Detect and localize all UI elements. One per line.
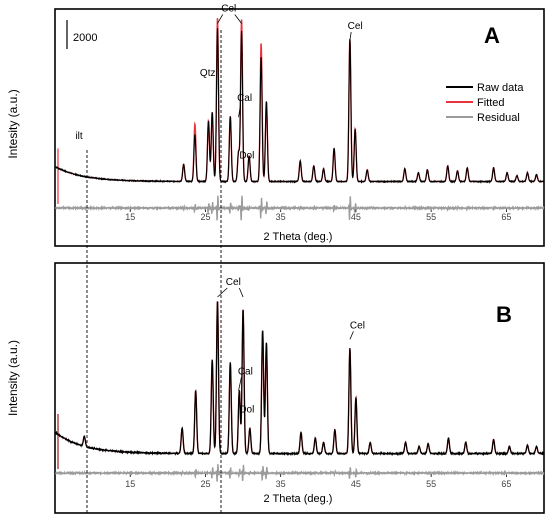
panel-a-xlabel: 2 Theta (deg.) xyxy=(264,231,333,243)
fitted-line xyxy=(55,18,544,183)
x-tick-label: 45 xyxy=(351,212,361,222)
cel-leader-line xyxy=(217,14,224,24)
raw-data-line xyxy=(55,28,545,184)
x-tick-label: 25 xyxy=(200,212,210,222)
panel-a-x-ticks: 15 25 35 45 55 65 xyxy=(125,209,511,222)
peak-label-ilt: ilt xyxy=(75,131,82,142)
x-tick-label: 65 xyxy=(501,479,511,489)
peak-label-cel: Cel xyxy=(226,277,241,288)
peak-label-cel: Cel xyxy=(350,320,365,331)
panel-a-fitted-series xyxy=(55,18,544,204)
x-tick-label: 65 xyxy=(501,212,511,222)
panel-b-ylabel: Intensity (a.u.) xyxy=(6,340,20,416)
x-tick-label: 35 xyxy=(276,479,286,489)
x-tick-label: 25 xyxy=(200,479,210,489)
panel-a-raw-series xyxy=(55,28,545,184)
panel-a-ylabel: Intesity (a.u.) xyxy=(6,89,20,158)
peak-label-cal: Cal xyxy=(237,93,252,104)
residual-line xyxy=(54,195,545,221)
panel-a-annotations: Cel Cel Qtz Cal Dol ilt xyxy=(75,3,362,161)
cel-leader-line xyxy=(349,31,352,41)
x-tick-label: 55 xyxy=(426,479,436,489)
panel-a-scale-bar-label: 2000 xyxy=(73,32,97,44)
cel-leader-line xyxy=(238,287,244,298)
legend-fitted-label: Fitted xyxy=(477,97,505,109)
peak-label-dol: Dol xyxy=(239,404,254,415)
x-tick-label: 35 xyxy=(276,212,286,222)
fitted-line xyxy=(54,301,544,455)
panel-a: Intesity (a.u.) 2000 A 2 Theta (deg.) Ra… xyxy=(6,3,545,247)
x-tick-label: 45 xyxy=(351,479,361,489)
panel-b: Intensity (a.u.) B 2 Theta (deg.) 15 25 35… xyxy=(6,262,545,514)
cel-leader-line xyxy=(349,331,354,340)
raw-data-line xyxy=(54,301,545,457)
x-tick-label: 15 xyxy=(125,479,135,489)
panel-b-frame xyxy=(54,262,545,514)
peak-label-dol: Dol xyxy=(239,151,254,162)
panel-a-legend: Raw data Fitted Residual xyxy=(446,82,524,124)
legend-residual-label: Residual xyxy=(477,112,520,124)
peak-label-cel: Cel xyxy=(348,21,363,32)
peak-label-cel: Cel xyxy=(221,3,236,14)
panel-b-xlabel: 2 Theta (deg.) xyxy=(264,493,333,505)
peak-label-qtz: Qtz xyxy=(200,68,216,79)
cel-leader-line xyxy=(234,14,242,24)
panel-a-frame xyxy=(54,8,545,247)
legend-raw-label: Raw data xyxy=(477,82,524,94)
residual-line xyxy=(55,464,545,482)
cal-leader-line xyxy=(238,377,242,391)
peak-label-cal: Cal xyxy=(238,367,253,378)
cel-leader-line xyxy=(217,287,228,298)
cal-leader-line xyxy=(238,104,241,118)
x-tick-label: 55 xyxy=(426,212,436,222)
panel-a-residual-series xyxy=(54,195,545,221)
panel-b-x-ticks: 15 25 35 45 55 65 xyxy=(125,474,511,489)
panel-a-letter: A xyxy=(484,23,500,48)
x-tick-label: 15 xyxy=(125,212,135,222)
panel-b-residual-series xyxy=(55,464,545,482)
panel-b-letter: B xyxy=(496,302,512,327)
panel-b-annotations: Cel Cel Cal Dol xyxy=(217,277,365,415)
panel-b-raw-series xyxy=(54,301,545,457)
